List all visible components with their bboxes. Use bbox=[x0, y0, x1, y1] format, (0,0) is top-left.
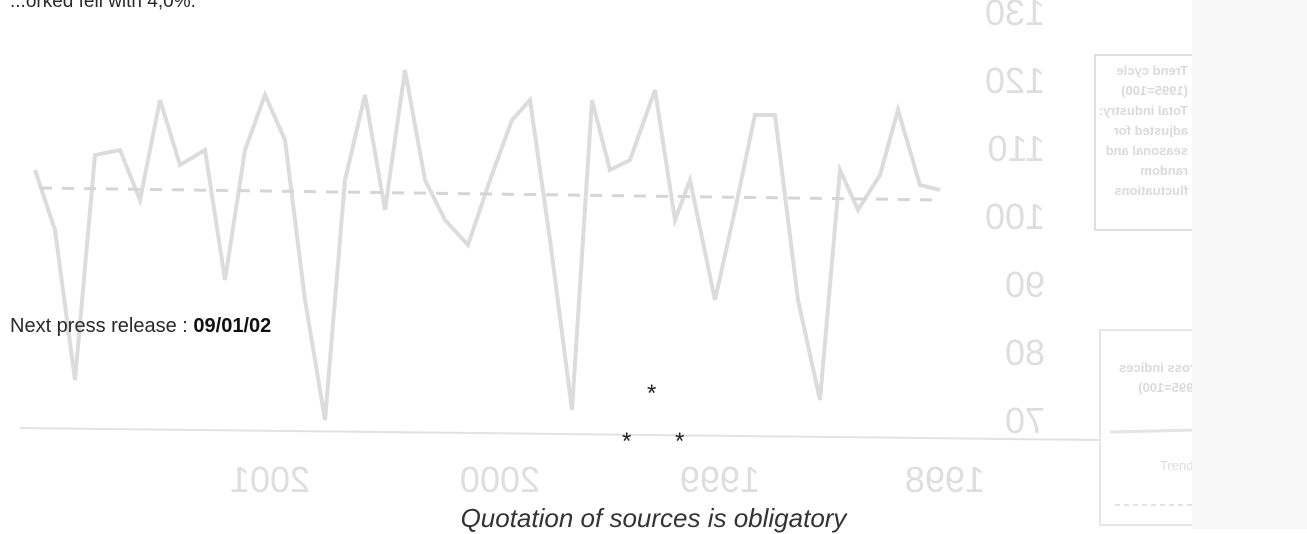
bleed-legend-trend: Trend cycle (1995=100) Total industry: adju… bbox=[1099, 63, 1188, 198]
separator-star-right: * bbox=[675, 428, 685, 455]
bleed-legend-gross: Gross indices (1995=100) bbox=[1119, 360, 1205, 395]
next-press-release: Next press release : 09/01/02 bbox=[10, 315, 271, 338]
bleed-legend-line: fluctuations bbox=[1114, 183, 1188, 198]
bleed-y-tick: 100 bbox=[985, 196, 1045, 237]
bleed-legend-line: seasonal and bbox=[1106, 143, 1188, 158]
right-margin-band bbox=[1192, 0, 1307, 529]
sources-note: Quotation of sources is obligatory bbox=[460, 503, 847, 533]
bleed-x-tick: 1998 bbox=[905, 459, 985, 500]
bleed-x-axis: 1998 1999 2000 2001 bbox=[230, 459, 985, 500]
bleed-y-tick: 120 bbox=[985, 60, 1045, 101]
body-text-line: ...orked fell with 4,0%. bbox=[10, 0, 196, 12]
bleed-y-axis: 130 120 110 100 90 80 70 bbox=[985, 0, 1045, 441]
bleed-y-tick: 80 bbox=[1005, 332, 1045, 373]
bleed-y-tick: 70 bbox=[1005, 400, 1045, 441]
bleed-legend-line: Gross indices bbox=[1119, 360, 1205, 375]
bleed-legend-line: Total industry: bbox=[1099, 103, 1188, 118]
bleed-legend-solid bbox=[1109, 428, 1196, 434]
bleed-legend-trend-label: Trend bbox=[1160, 458, 1193, 473]
bleed-x-tick: 2001 bbox=[230, 459, 310, 500]
bleed-legend-line: (1995=100) bbox=[1138, 380, 1205, 395]
bleed-y-tick: 90 bbox=[1005, 264, 1045, 305]
separator-star-top: * bbox=[647, 380, 657, 407]
bleed-legend-line: (1995=100) bbox=[1121, 83, 1188, 98]
press-release-date: 09/01/02 bbox=[193, 315, 272, 337]
press-release-label: Next press release : bbox=[10, 315, 188, 337]
bleed-legend-line: random bbox=[1140, 163, 1188, 178]
separator-star-left: * bbox=[622, 428, 632, 455]
bleed-x-tick: 2000 bbox=[460, 459, 540, 500]
bleed-trend-line bbox=[39, 186, 941, 202]
bleed-x-tick: 1999 bbox=[680, 459, 760, 500]
bleed-axis-line bbox=[19, 427, 1101, 441]
bleed-y-tick: 130 bbox=[985, 0, 1045, 33]
bleed-legend-line: adjusted for bbox=[1114, 123, 1188, 138]
bleed-legend-line: Trend cycle bbox=[1116, 63, 1188, 78]
bleed-line bbox=[33, 69, 941, 421]
bleed-y-tick: 110 bbox=[988, 128, 1045, 169]
